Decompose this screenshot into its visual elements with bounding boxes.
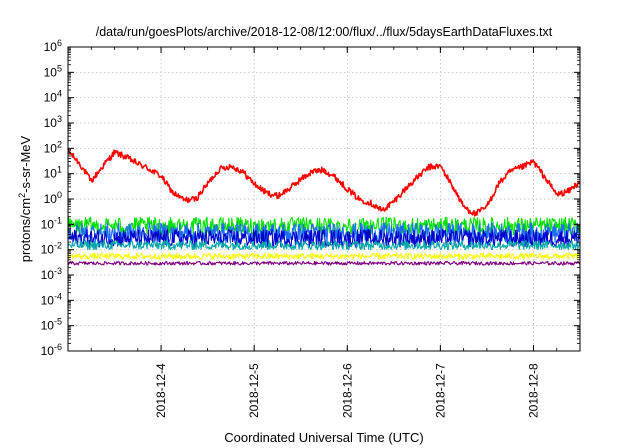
x-tick-label: 2018-12-6 — [340, 363, 354, 418]
flux-series-line — [67, 252, 581, 260]
x-axis-label: Coordinated Universal Time (UTC) — [224, 430, 423, 445]
flux-series-line — [67, 260, 581, 266]
flux-series-line — [67, 147, 581, 217]
y-tick-label: 10-6 — [41, 342, 62, 358]
chart-title: /data/run/goesPlots/archive/2018-12-08/1… — [96, 25, 553, 39]
y-axis-label-prefix: protons/cm — [18, 198, 33, 262]
y-tick-label: 106 — [44, 38, 62, 54]
y-tick-label: 103 — [44, 114, 62, 130]
x-tick-label: 2018-12-5 — [247, 363, 261, 418]
y-tick-label: 102 — [44, 139, 62, 155]
x-tick-label: 2018-12-4 — [154, 363, 168, 418]
y-tick-label: 104 — [44, 89, 62, 105]
y-axis-label-sup: 2 — [17, 193, 27, 198]
x-tick-label: 2018-12-8 — [526, 363, 540, 418]
flux-series-line — [67, 222, 581, 244]
y-axis-label-suffix: -s-sr-MeV — [18, 135, 33, 192]
y-tick-label: 10-4 — [41, 291, 62, 307]
y-tick-label: 10-2 — [41, 241, 62, 257]
y-tick-label: 10-1 — [41, 215, 62, 231]
y-axis-ticks: 10-6 10-5 10-4 10-3 10-2 10-1 100 101 102 103 104 1… — [41, 38, 580, 358]
y-tick-label: 105 — [44, 63, 62, 79]
data-series — [67, 147, 581, 266]
flux-series-line — [67, 240, 581, 251]
x-axis-ticks: 2018-12-4 2018-12-5 2018-12-6 2018-12-7 2018… — [67, 47, 581, 418]
y-tick-label: 100 — [44, 190, 62, 206]
y-tick-label: 10-3 — [41, 266, 62, 282]
y-axis-label: protons/cm2-s-sr-MeV — [17, 135, 33, 262]
flux-series-line — [67, 229, 581, 248]
y-tick-label: 10-5 — [41, 317, 62, 333]
grid-lines — [68, 47, 580, 351]
x-tick-label: 2018-12-7 — [433, 363, 447, 418]
y-tick-label: 101 — [44, 165, 62, 181]
